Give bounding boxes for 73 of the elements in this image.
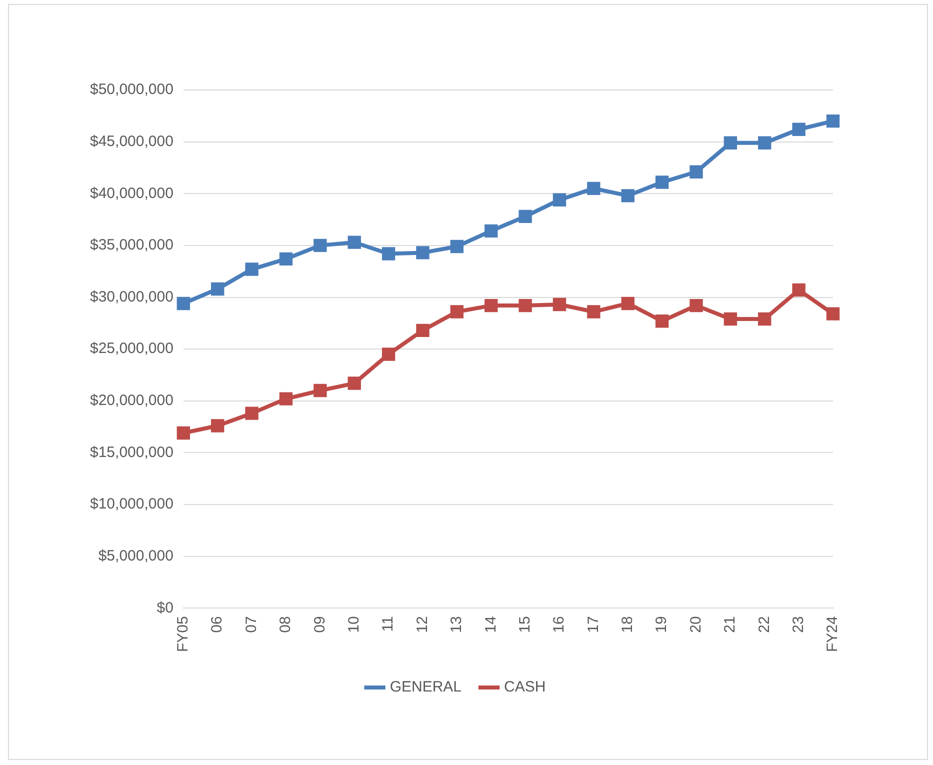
point	[314, 238, 327, 252]
point	[758, 312, 772, 326]
x-tick-label: 23	[790, 616, 807, 633]
x-tick-label: 18	[619, 616, 636, 633]
point	[724, 136, 738, 150]
point	[450, 305, 464, 318]
point	[587, 182, 600, 196]
point	[348, 376, 361, 390]
point	[792, 283, 806, 297]
y-tick-label: $45,000,000	[90, 132, 174, 150]
x-tick-label: 21	[722, 616, 739, 633]
point	[792, 122, 806, 136]
legend-label: CASH	[504, 678, 546, 696]
point	[245, 262, 258, 276]
point	[279, 252, 293, 266]
point	[484, 224, 498, 238]
point	[314, 384, 327, 398]
y-tick-label: $15,000,000	[90, 444, 174, 461]
point	[416, 246, 430, 260]
y-tick-label: $35,000,000	[90, 236, 174, 254]
point	[690, 165, 703, 178]
x-tick-label: 22	[756, 616, 773, 633]
y-tick-label: $25,000,000	[90, 340, 174, 358]
point	[382, 348, 396, 361]
x-tick-label: 11	[380, 616, 397, 632]
x-tick-label: 12	[414, 616, 431, 633]
x-tick-label: 15	[516, 616, 534, 633]
x-tick-label: 10	[346, 616, 362, 633]
point	[518, 298, 532, 312]
point	[621, 189, 634, 202]
x-tick-label: 08	[277, 616, 294, 633]
point	[826, 307, 840, 320]
point	[382, 247, 396, 260]
point	[484, 298, 498, 312]
point	[416, 324, 430, 338]
x-tick-label: 13	[448, 616, 466, 633]
point	[518, 210, 532, 224]
x-tick-label: 09	[311, 616, 328, 633]
y-tick-label: $20,000,000	[90, 392, 174, 410]
y-tick-label: $10,000,000	[90, 496, 174, 513]
point	[348, 236, 361, 249]
x-tick-label: 19	[653, 616, 670, 633]
y-tick-label: $0	[156, 599, 174, 616]
point	[552, 193, 566, 206]
x-tick-label: 14	[482, 616, 500, 633]
point	[279, 392, 293, 406]
legend-label: GENERAL	[390, 678, 462, 696]
point	[176, 426, 190, 440]
x-tick-label: 07	[242, 616, 260, 633]
x-tick-label: 20	[687, 616, 704, 633]
point	[211, 282, 224, 296]
point	[552, 298, 566, 312]
x-tick-label: FY05	[174, 616, 192, 652]
y-tick-label: $40,000,000	[90, 184, 174, 202]
point	[724, 312, 738, 326]
point	[826, 114, 840, 128]
x-tick-label: 16	[550, 616, 568, 633]
point	[758, 136, 772, 150]
point	[245, 406, 258, 420]
point	[690, 298, 703, 312]
point	[621, 296, 634, 310]
point	[211, 419, 224, 432]
x-tick-label: 06	[208, 616, 226, 633]
y-tick-label: $5,000,000	[98, 547, 174, 564]
x-tick-label: FY24	[824, 616, 842, 652]
x-tick-label: 17	[584, 616, 602, 633]
y-tick-label: $50,000,000	[90, 81, 174, 98]
point	[587, 305, 600, 318]
point	[450, 240, 464, 254]
point	[176, 296, 190, 310]
y-tick-label: $30,000,000	[90, 288, 174, 306]
point	[655, 314, 669, 328]
point	[655, 176, 669, 189]
